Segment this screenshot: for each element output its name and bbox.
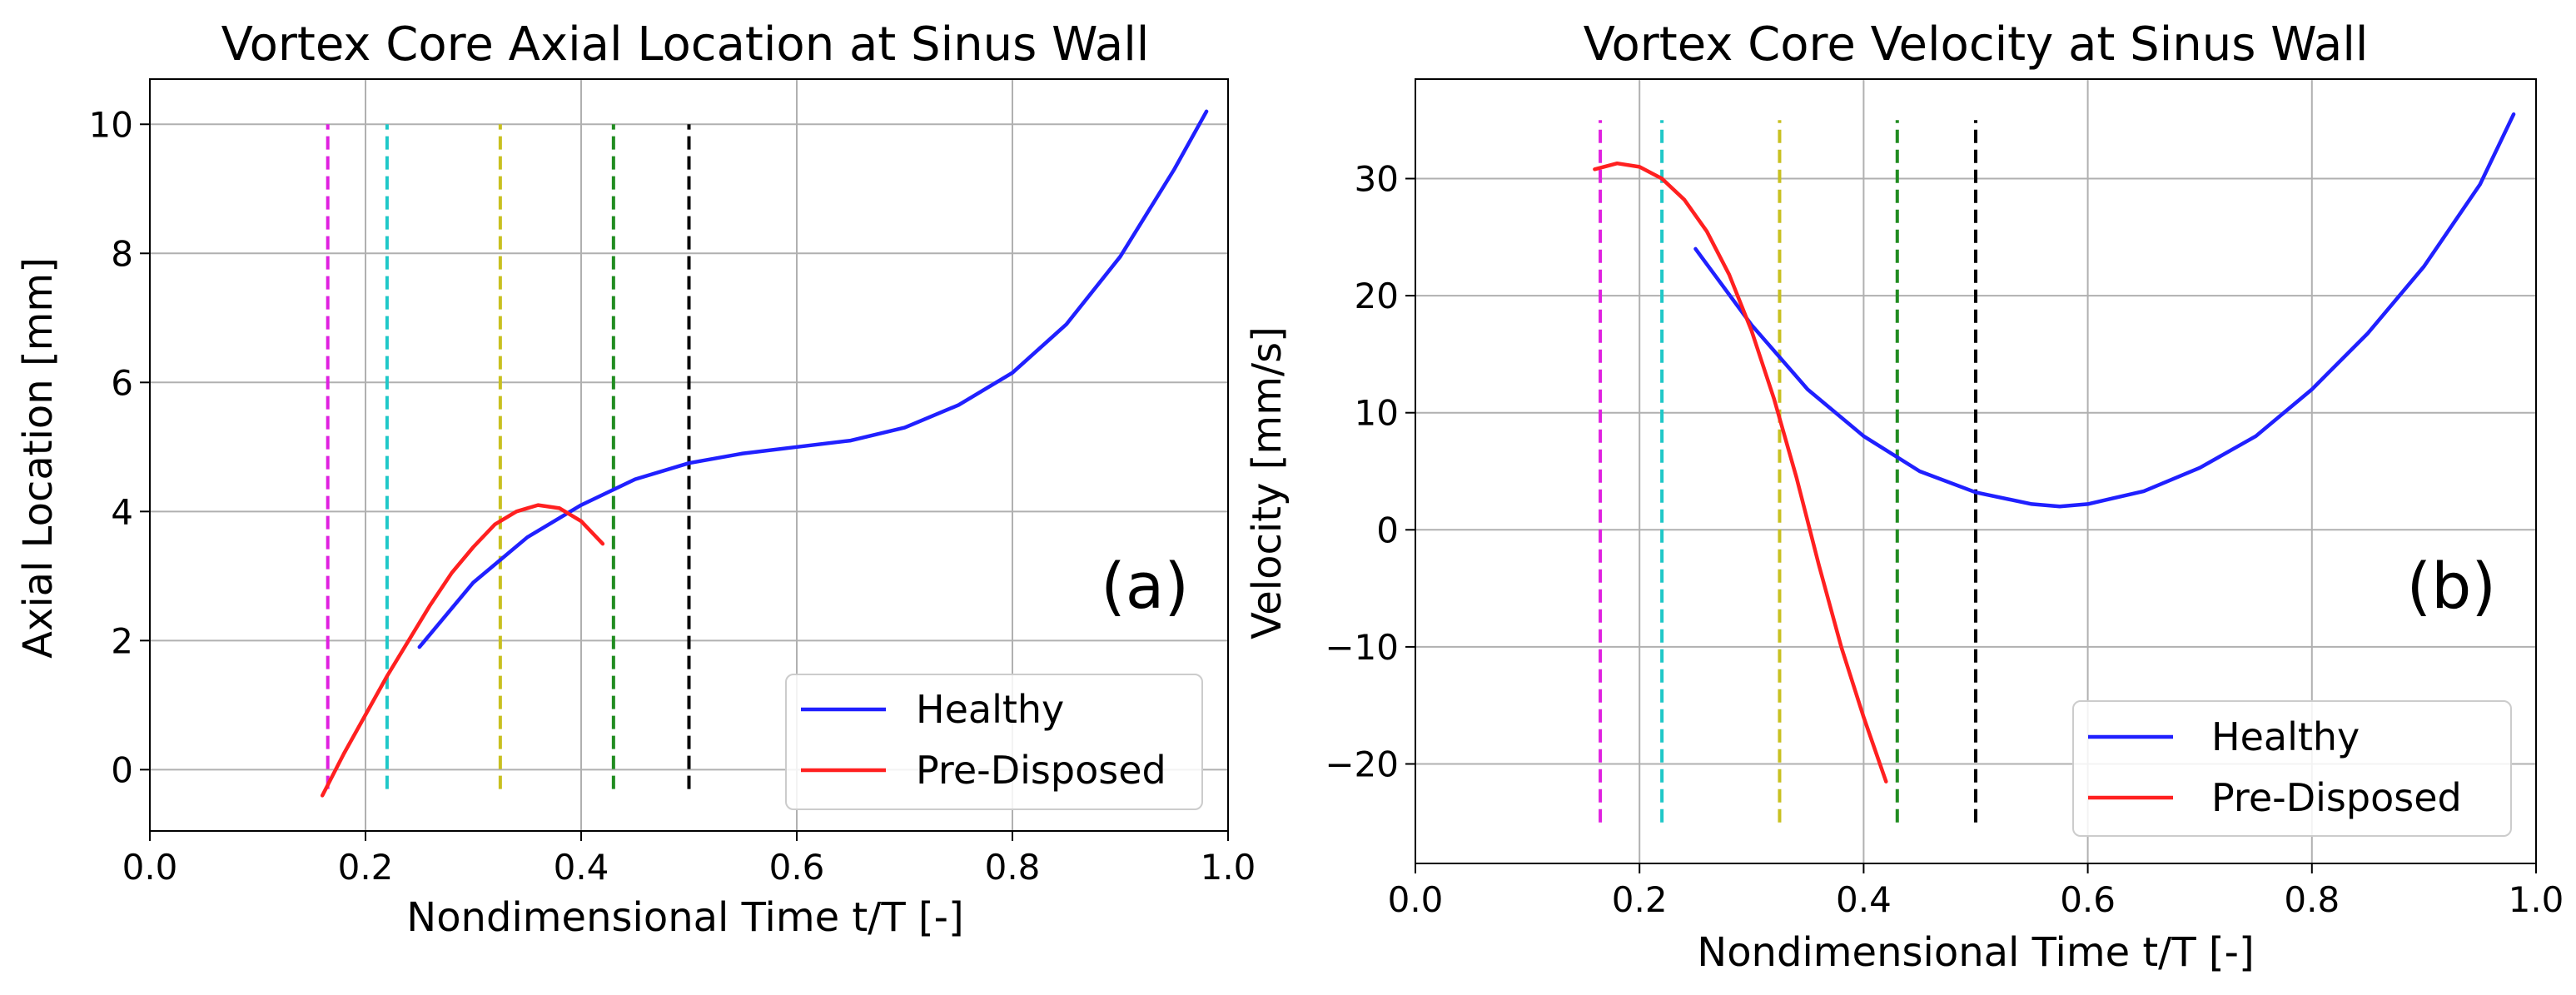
panel-label: (b)	[2406, 549, 2496, 623]
x-tick-label: 0.2	[338, 847, 394, 888]
y-axis-ticks: 0 2 4 6 8 10	[89, 104, 150, 790]
y-tick-label: 10	[1355, 393, 1399, 434]
legend: Healthy Pre-Disposed	[785, 674, 1203, 810]
x-tick-label: 1.0	[2509, 879, 2564, 920]
y-tick-label: 8	[111, 233, 133, 274]
plot-frame	[149, 78, 1229, 832]
y-tick-label: 0	[1376, 510, 1399, 550]
y-axis-label: Velocity [mm/s]	[1244, 326, 1290, 639]
x-axis-label: Nondimensional Time t/T [-]	[1697, 929, 2254, 976]
legend-predisposed-label: Pre-Disposed	[2211, 775, 2462, 820]
series-line-pre-disposed	[1593, 161, 1888, 784]
series-lines	[1593, 112, 2516, 784]
x-axis-ticks: 0.0 0.2 0.4 0.6 0.8 1.0	[122, 831, 1256, 888]
x-tick-label: 0.4	[554, 847, 609, 888]
x-tick-label: 0.6	[2060, 879, 2116, 920]
x-tick-label: 0.0	[1388, 879, 1444, 920]
y-tick-label: 10	[89, 104, 133, 145]
panel-label: (a)	[1101, 549, 1189, 623]
x-tick-label: 0.0	[122, 847, 178, 888]
legend-box	[2072, 700, 2512, 837]
legend: Healthy Pre-Disposed	[2072, 700, 2512, 837]
legend-healthy-label: Healthy	[2211, 714, 2360, 759]
y-tick-label: 20	[1355, 276, 1399, 316]
chart-panel-a: Vortex Core Axial Location at Sinus Wall…	[15, 17, 1256, 941]
x-tick-label: 0.8	[985, 847, 1041, 888]
series-line-pre-disposed	[320, 503, 605, 798]
y-tick-label: −20	[1325, 744, 1399, 784]
series-line-healthy	[417, 109, 1209, 649]
chart-title: Vortex Core Velocity at Sinus Wall	[1584, 17, 2369, 72]
y-axis-ticks: −20 −10 0 10 20 30	[1325, 159, 1415, 784]
chart-panel-b: Vortex Core Velocity at Sinus Wall 0.0 0.…	[1244, 17, 2564, 976]
x-tick-label: 0.2	[1612, 879, 1668, 920]
series-lines	[320, 109, 1209, 798]
y-tick-label: 2	[111, 620, 133, 661]
legend-predisposed-label: Pre-Disposed	[916, 748, 1166, 793]
legend-healthy-label: Healthy	[916, 687, 1064, 732]
x-axis-label: Nondimensional Time t/T [-]	[406, 894, 963, 941]
y-tick-label: 0	[111, 749, 133, 790]
chart-title: Vortex Core Axial Location at Sinus Wall	[221, 17, 1150, 72]
plot-frame	[1415, 78, 2537, 864]
y-tick-label: 30	[1355, 159, 1399, 200]
y-tick-label: 6	[111, 362, 133, 403]
x-tick-label: 0.6	[769, 847, 825, 888]
x-axis-ticks: 0.0 0.2 0.4 0.6 0.8 1.0	[1388, 863, 2564, 920]
y-axis-label: Axial Location [mm]	[15, 257, 62, 659]
y-tick-label: 4	[111, 491, 133, 532]
legend-box	[785, 674, 1203, 810]
series-line-healthy	[1693, 112, 2516, 509]
event-lines	[1599, 120, 1977, 823]
x-tick-label: 1.0	[1201, 847, 1256, 888]
x-tick-label: 0.4	[1836, 879, 1892, 920]
x-tick-label: 0.8	[2284, 879, 2340, 920]
y-tick-label: −10	[1325, 627, 1399, 668]
